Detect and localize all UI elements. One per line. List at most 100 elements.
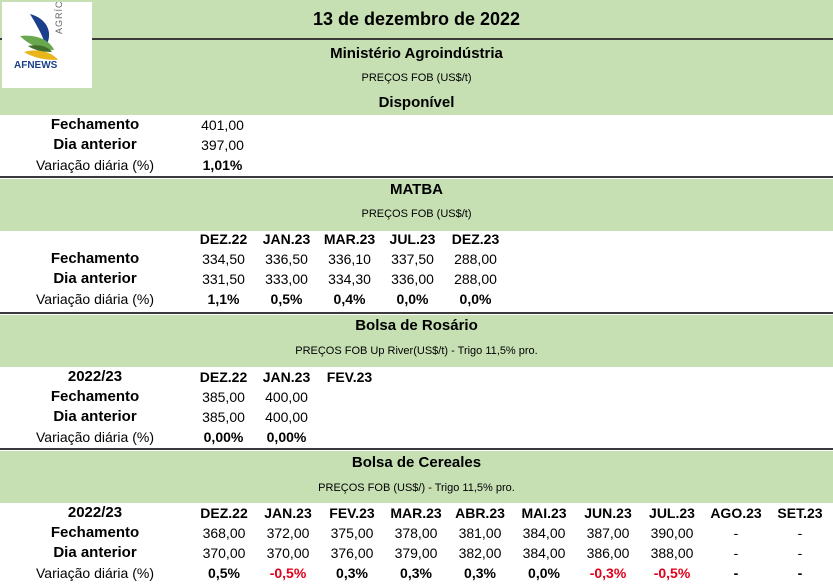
matba-fechamento-cell: 336,10 <box>328 251 371 267</box>
matba-anterior-cell: 288,00 <box>454 271 497 287</box>
cereales-column-header: MAR.23 <box>390 505 442 521</box>
cereales-column-header: SET.23 <box>777 505 823 521</box>
matba-title: MATBA <box>389 181 444 198</box>
cereales-fechamento-cell: 378,00 <box>394 525 438 541</box>
cereales-subtitle: PREÇOS FOB (US$/) - Trigo 11,5% pro. <box>318 482 515 494</box>
cereales-fechamento-cell: 390,00 <box>650 525 694 541</box>
ministerio-fechamento-label: Fechamento <box>50 116 140 133</box>
ministerio-fechamento-value: 401,00 <box>201 117 244 133</box>
cereales-anterior-cell: 384,00 <box>522 545 566 561</box>
cereales-anterior-cell: 370,00 <box>202 545 246 561</box>
matba-variacao-cell: 0,0% <box>459 291 492 307</box>
rosario-anterior-cell: 385,00 <box>202 409 245 425</box>
cereales-variacao-cell: - <box>797 565 803 581</box>
ministerio-anterior-label: Dia anterior <box>53 136 137 153</box>
matba-variacao-cell: 0,4% <box>333 291 366 307</box>
cereales-column-header: AGO.23 <box>710 505 762 521</box>
cereales-column-header: DEZ.22 <box>200 505 248 521</box>
ministerio-variacao-label: Variação diária (%) <box>35 157 154 173</box>
separator <box>0 38 833 40</box>
matba-variacao-cell: 0,5% <box>270 291 303 307</box>
matba-variacao-cell: 0,0% <box>396 291 429 307</box>
matba-column-header: JAN.23 <box>262 231 311 247</box>
cereales-column-header: FEV.23 <box>329 505 375 521</box>
cereales-fechamento-cell: - <box>797 525 803 541</box>
rosario-variacao-label: Variação diária (%) <box>35 429 154 445</box>
cereales-variacao-label: Variação diária (%) <box>35 565 154 581</box>
rosario-title: Bolsa de Rosário <box>355 317 478 334</box>
rosario-anterior-cell: 400,00 <box>265 409 308 425</box>
disponivel-title: Disponível <box>378 94 455 111</box>
cereales-anterior-cell: 382,00 <box>458 545 502 561</box>
cereales-fechamento-cell: 384,00 <box>522 525 566 541</box>
matba-column-header: DEZ.23 <box>451 231 500 247</box>
cereales-column-header: JAN.23 <box>264 505 312 521</box>
matba-band <box>0 179 833 231</box>
cereales-column-header: MAI.23 <box>521 505 567 521</box>
cereales-fechamento-cell: 372,00 <box>266 525 310 541</box>
cereales-variacao-cell: 0,3% <box>336 565 368 581</box>
page-title: 13 de dezembro de 2022 <box>312 9 521 29</box>
cereales-fechamento-cell: 375,00 <box>330 525 374 541</box>
matba-variacao-cell: 1,1% <box>207 291 240 307</box>
rosario-column-header: DEZ.22 <box>199 369 248 385</box>
matba-column-header: JUL.23 <box>389 231 436 247</box>
logo-brand: AFNEWS <box>14 60 58 71</box>
matba-fechamento-cell: 334,50 <box>202 251 245 267</box>
cereales-variacao-cell: 0,3% <box>464 565 496 581</box>
cereales-variacao-cell: -0,3% <box>589 565 627 581</box>
rosario-values-area <box>190 387 833 447</box>
cereales-variacao-cell: - <box>733 565 739 581</box>
cereales-anterior-cell: - <box>797 545 803 561</box>
separator <box>0 312 833 314</box>
matba-anterior-cell: 331,50 <box>202 271 245 287</box>
cereales-variacao-cell: -0,5% <box>653 565 691 581</box>
rosario-subtitle: PREÇOS FOB Up River(US$/t) - Trigo 11,5%… <box>295 345 538 357</box>
rosario-fechamento-label: Fechamento <box>50 388 140 405</box>
header-band <box>0 0 833 115</box>
cereales-column-header: ABR.23 <box>455 505 505 521</box>
ministerio-title: Ministério Agroindústria <box>330 45 503 62</box>
rosario-fechamento-cell: 400,00 <box>265 389 308 405</box>
rosario-column-header: JAN.23 <box>262 369 311 385</box>
matba-column-header: MAR.23 <box>323 231 376 247</box>
cereales-fechamento-cell: 387,00 <box>586 525 630 541</box>
cereales-values-area <box>190 523 833 565</box>
cereales-anterior-label: Dia anterior <box>53 544 137 561</box>
matba-subtitle: PREÇOS FOB (US$/t) <box>361 208 472 220</box>
cereales-fechamento-cell: - <box>733 525 739 541</box>
cereales-anterior-cell: 386,00 <box>586 545 630 561</box>
matba-fechamento-label: Fechamento <box>50 250 140 267</box>
matba-anterior-cell: 336,00 <box>391 271 434 287</box>
cereales-fechamento-cell: 368,00 <box>202 525 246 541</box>
cereales-variacao-cell: 0,5% <box>208 565 240 581</box>
cereales-column-header: JUN.23 <box>584 505 632 521</box>
matba-values-area <box>190 249 833 311</box>
matba-column-header: DEZ.22 <box>199 231 248 247</box>
cereales-variacao-cell: 0,3% <box>400 565 432 581</box>
cereales-variacao-cell: -0,5% <box>269 565 307 581</box>
rosario-variacao-cell: 0,00% <box>266 429 307 445</box>
matba-anterior-label: Dia anterior <box>53 270 137 287</box>
cereales-variacao-cell: 0,0% <box>528 565 560 581</box>
cereales-band <box>0 451 833 503</box>
rosario-column-header: FEV.23 <box>326 369 373 385</box>
cereales-title: Bolsa de Cereales <box>351 454 482 471</box>
cereales-anterior-cell: 376,00 <box>330 545 374 561</box>
disponivel-values-area <box>190 115 833 175</box>
cereales-anterior-cell: 379,00 <box>394 545 438 561</box>
cereales-column-header: JUL.23 <box>649 505 695 521</box>
afnews-logo: AFNEWS AGRÍCOLA <box>2 0 92 88</box>
cereales-anterior-cell: 370,00 <box>266 545 310 561</box>
matba-anterior-cell: 333,00 <box>265 271 308 287</box>
leaf-logo-icon <box>20 14 58 60</box>
matba-fechamento-cell: 288,00 <box>454 251 497 267</box>
rosario-fechamento-cell: 385,00 <box>202 389 245 405</box>
rosario-variacao-cell: 0,00% <box>203 429 244 445</box>
rosario-anterior-label: Dia anterior <box>53 408 137 425</box>
matba-variacao-label: Variação diária (%) <box>35 291 154 307</box>
cereales-anterior-cell: 388,00 <box>650 545 694 561</box>
cereales-season-label: 2022/23 <box>67 504 123 521</box>
separator <box>0 448 833 450</box>
